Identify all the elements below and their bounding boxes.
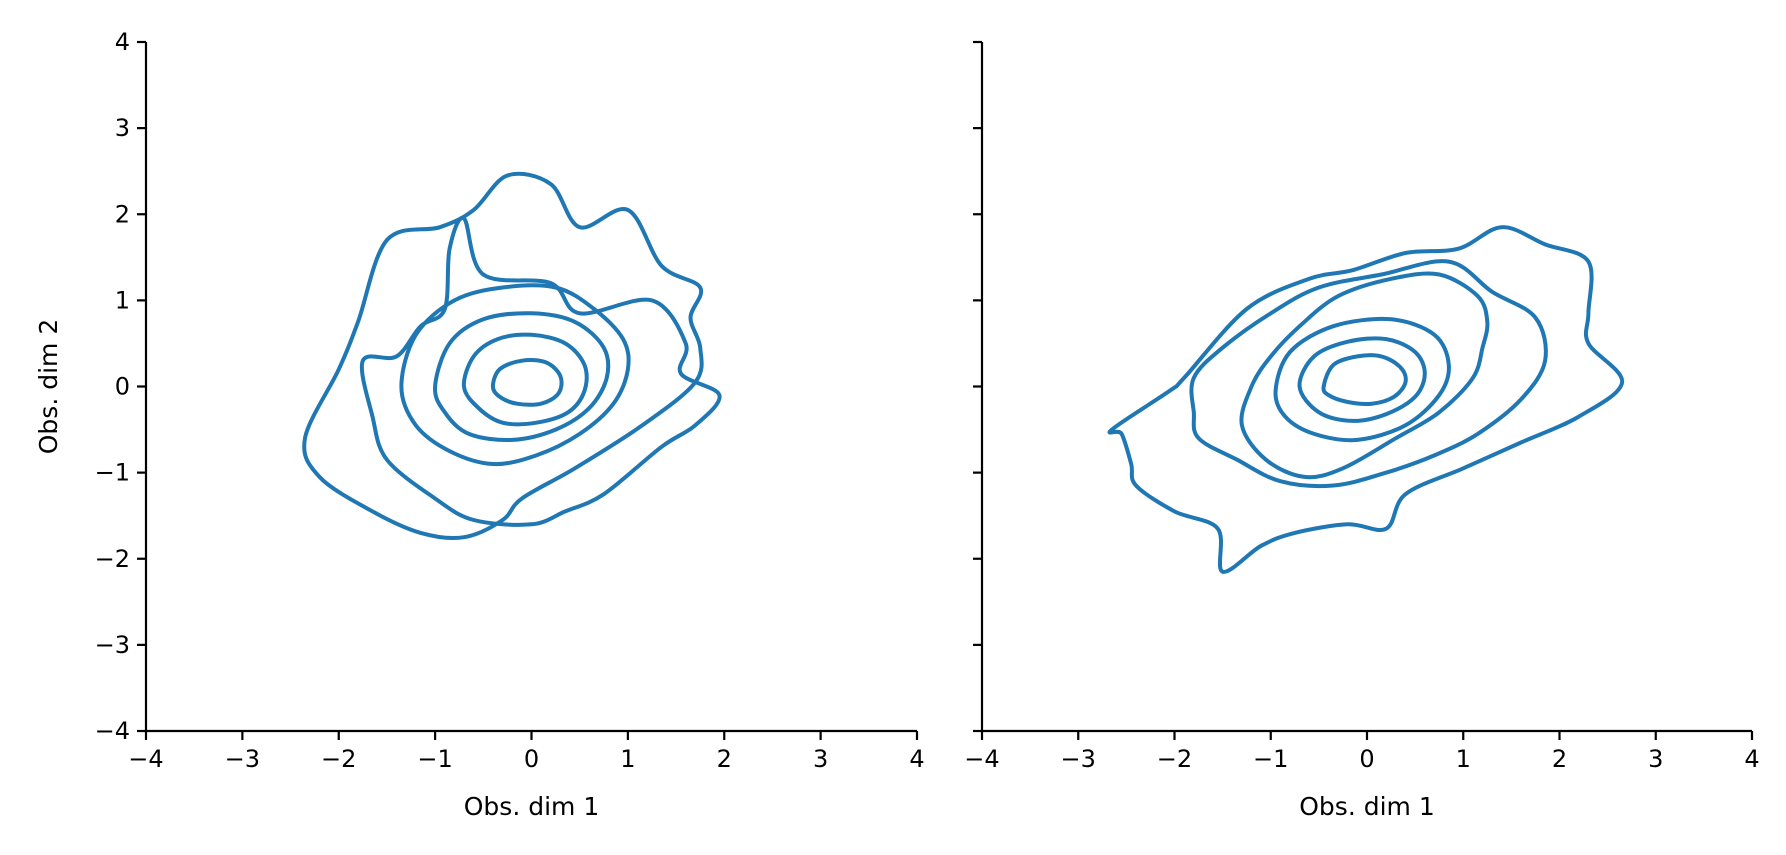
contour-line — [302, 171, 704, 541]
x-tick-label: −3 — [225, 745, 260, 773]
y-tick-label: 1 — [115, 286, 130, 314]
x-tick-label: −1 — [417, 745, 452, 773]
y-tick-label: −1 — [95, 459, 130, 487]
x-tick-label: 2 — [717, 745, 732, 773]
x-tick-label: 0 — [1359, 745, 1374, 773]
contour-line — [433, 311, 611, 443]
contour-line — [490, 358, 564, 407]
y-tick-label: 0 — [115, 373, 130, 401]
x-axis-label: Obs. dim 1 — [464, 792, 600, 821]
y-tick-label: −4 — [95, 717, 130, 745]
left-contour-panel: −4 −3 −2 −1 0 1 2 3 4 −4 −3 −2 −1 0 1 2 3 4 Obs. dim 1 Obs.… — [34, 28, 925, 821]
x-tick-label: 2 — [1552, 745, 1567, 773]
right-contour-panel: −4 −3 −2 −1 0 1 2 3 4 Obs. dim 1 — [964, 40, 1760, 821]
x-tick-label: 3 — [813, 745, 828, 773]
x-tick-label: 4 — [909, 745, 924, 773]
contour-line — [359, 216, 722, 527]
x-tick-label: −3 — [1061, 745, 1096, 773]
contour-line — [461, 332, 589, 427]
x-tick-label: 1 — [1456, 745, 1471, 773]
y-tick-label: −2 — [95, 545, 130, 573]
contour-line — [1239, 271, 1490, 480]
x-tick-label: −1 — [1253, 745, 1288, 773]
x-tick-label: −2 — [1157, 745, 1192, 773]
x-tick-label: 3 — [1648, 745, 1663, 773]
x-tick-label: 4 — [1744, 745, 1759, 773]
x-tick-label: 0 — [524, 745, 539, 773]
y-tick-label: −3 — [95, 631, 130, 659]
contour-line — [1189, 259, 1548, 489]
x-tick-label: −2 — [321, 745, 356, 773]
contour-line — [1297, 336, 1427, 423]
contour-line — [1107, 225, 1625, 574]
x-tick-label: −4 — [128, 745, 163, 773]
y-tick-label: 3 — [115, 114, 130, 142]
x-axis-label: Obs. dim 1 — [1299, 792, 1435, 821]
contour-line — [399, 283, 631, 467]
x-tick-label: −4 — [964, 745, 999, 773]
contour-line — [1321, 353, 1408, 407]
x-tick-label: 1 — [620, 745, 635, 773]
y-axis-label: Obs. dim 2 — [34, 319, 63, 455]
contour-line — [1273, 316, 1451, 443]
y-tick-label: 4 — [115, 28, 130, 56]
y-tick-label: 2 — [115, 200, 130, 228]
